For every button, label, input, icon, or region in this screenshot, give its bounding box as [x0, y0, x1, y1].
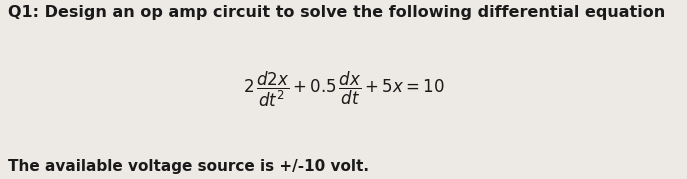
- Text: Q1: Design an op amp circuit to solve the following differential equation: Q1: Design an op amp circuit to solve th…: [8, 5, 666, 20]
- Text: The available voltage source is +/-10 volt.: The available voltage source is +/-10 vo…: [8, 159, 369, 174]
- Text: $2\,\dfrac{d2x}{dt^2}+0.5\,\dfrac{dx}{dt}+5x=10$: $2\,\dfrac{d2x}{dt^2}+0.5\,\dfrac{dx}{dt…: [243, 70, 444, 109]
